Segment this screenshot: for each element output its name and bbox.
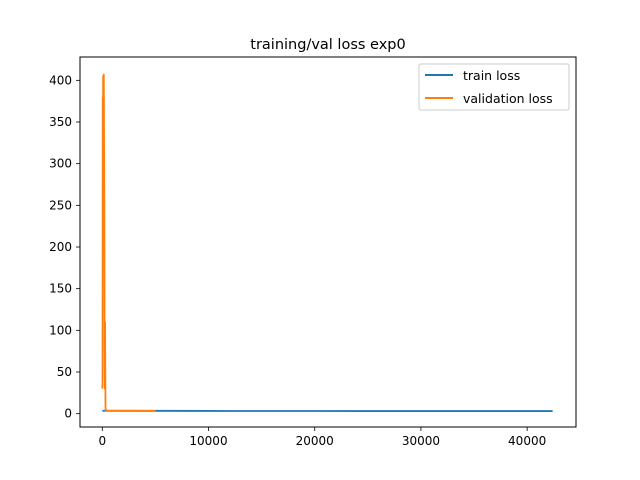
legend: train loss validation loss <box>418 63 570 111</box>
series-layer <box>101 73 553 412</box>
plot-frame <box>79 56 577 428</box>
y-tick-label: 0 <box>64 407 72 421</box>
y-tick-label: 400 <box>49 73 72 87</box>
x-tick-label: 40000 <box>508 434 546 448</box>
y-axis: 0 50 100 150 200 250 300 350 400 <box>49 73 80 421</box>
x-tick-label: 10000 <box>189 434 227 448</box>
y-tick-label: 300 <box>49 157 72 171</box>
x-tick-label: 0 <box>98 434 106 448</box>
y-tick-label: 250 <box>49 198 72 212</box>
x-axis: 0 10000 20000 30000 40000 <box>98 427 546 448</box>
plot-area <box>79 56 577 428</box>
x-tick-label: 20000 <box>296 434 334 448</box>
y-tick-label: 150 <box>49 282 72 296</box>
y-tick-label: 50 <box>57 365 72 379</box>
chart-title: training/val loss exp0 <box>250 37 405 53</box>
legend-label-train-loss: train loss <box>463 68 520 83</box>
x-tick-label: 30000 <box>402 434 440 448</box>
series-line-validation-loss <box>101 73 156 412</box>
legend-label-validation-loss: validation loss <box>463 91 553 106</box>
y-tick-label: 200 <box>49 240 72 254</box>
y-tick-label: 350 <box>49 115 72 129</box>
legend-box <box>418 63 570 111</box>
y-tick-label: 100 <box>49 323 72 337</box>
